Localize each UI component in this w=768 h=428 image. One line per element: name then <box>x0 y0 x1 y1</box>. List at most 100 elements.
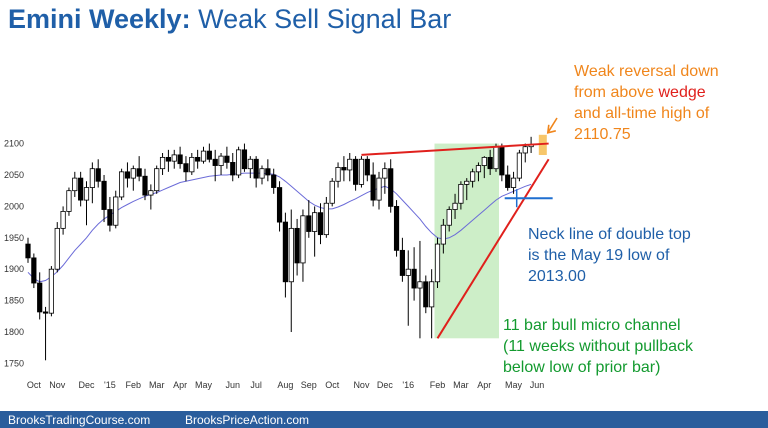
annotation-line: below low of prior bar) <box>503 359 661 376</box>
candle-body <box>347 158 353 171</box>
candle-body <box>393 205 400 251</box>
annotation-line: and all-time high of <box>574 105 710 122</box>
candle-body <box>142 175 148 196</box>
y-axis: 1750 1800 1850 1900 1950 2000 2050 2100 <box>4 139 24 369</box>
candle-body <box>48 268 55 314</box>
candle-body <box>189 156 195 173</box>
x-tick-label: Jul <box>250 380 262 390</box>
candle-body <box>510 177 517 188</box>
candle-body <box>505 174 511 188</box>
candle-body <box>352 158 359 185</box>
annotation-line: Weak reversal down <box>574 63 719 80</box>
candle-body <box>159 156 166 170</box>
y-tick-label: 1750 <box>4 358 24 368</box>
x-tick-label: Mar <box>453 380 469 390</box>
y-tick-label: 2050 <box>4 170 24 180</box>
candle-body <box>276 187 283 223</box>
title-prefix: Emini Weekly: <box>8 4 191 34</box>
candle-body <box>54 227 60 270</box>
candle-body <box>446 209 452 226</box>
y-tick-label: 1800 <box>4 327 24 337</box>
page-title: Emini Weekly: Weak Sell Signal Bar <box>8 4 451 35</box>
x-tick-label: Aug <box>277 380 293 390</box>
candle-body <box>388 168 394 207</box>
annotation-line: (11 weeks without pullback <box>503 338 694 355</box>
candle-body <box>235 149 242 176</box>
candle-body <box>265 168 271 176</box>
candle-body <box>522 146 528 154</box>
candle-body <box>119 171 125 198</box>
candle-body <box>113 196 119 226</box>
candle-body <box>440 224 446 245</box>
candle-body <box>195 156 201 162</box>
candle-body <box>376 177 382 201</box>
candle-body <box>83 187 90 201</box>
candle-body <box>423 281 429 308</box>
candle-body <box>288 227 294 283</box>
candle-body <box>493 146 499 170</box>
candle-body <box>329 180 335 204</box>
candle-body <box>335 167 341 182</box>
x-tick-label: Jun <box>530 380 545 390</box>
x-axis: Oct Nov Dec '15 Feb Mar Apr May Jun Jul Aug Sep Oct N… <box>27 380 544 390</box>
candle-body <box>487 156 493 170</box>
signal-arrow <box>547 117 558 134</box>
candle-body <box>452 202 458 210</box>
x-tick-label: Feb <box>430 380 446 390</box>
micro-channel-annotation: 11 bar bull micro channel (11 weeks with… <box>503 315 693 378</box>
x-tick-label: Feb <box>126 380 142 390</box>
signal-arrowhead <box>546 124 556 134</box>
candle-body <box>499 146 505 176</box>
candle-body <box>282 221 289 283</box>
x-tick-label: Apr <box>477 380 491 390</box>
x-tick-label: '16 <box>402 380 414 390</box>
candle-body <box>218 155 224 166</box>
candle-body <box>469 171 476 182</box>
neckline-annotation: Neck line of double top is the May 19 lo… <box>528 224 691 287</box>
candle-body <box>171 154 177 162</box>
y-tick-label: 1950 <box>4 233 24 243</box>
bull-channel-line <box>436 158 550 339</box>
x-tick-label: May <box>195 380 213 390</box>
candle-body <box>434 243 441 283</box>
candle-body <box>364 158 370 176</box>
candle-body <box>341 167 347 171</box>
candle-body <box>417 281 423 289</box>
candle-body <box>259 168 265 179</box>
footer-site-left: BrooksTradingCourse.com <box>8 413 151 427</box>
footer-bar: BrooksTradingCourse.com BrooksPriceActio… <box>0 411 768 428</box>
candle-body <box>475 165 482 173</box>
candle-body <box>230 162 236 176</box>
x-tick-label: Oct <box>325 380 340 390</box>
candle-body <box>165 156 171 162</box>
candle-body <box>399 249 406 276</box>
x-tick-label: Oct <box>27 380 42 390</box>
x-tick-label: Apr <box>173 380 187 390</box>
candle-body <box>312 212 318 232</box>
x-tick-label: Sep <box>301 380 317 390</box>
candle-body <box>411 268 417 289</box>
candle-body <box>294 227 300 264</box>
annotation-line: Neck line of double top <box>528 226 691 243</box>
candle-body <box>382 168 388 179</box>
trendline-layer <box>361 117 558 339</box>
annotation-line: 11 bar bull micro channel <box>503 317 681 334</box>
wedge-label: wedge <box>658 84 706 101</box>
annotation-line: 2110.75 <box>574 126 631 143</box>
candle-body <box>200 150 207 162</box>
x-tick-label: Jun <box>225 380 240 390</box>
x-tick-label: Nov <box>353 380 370 390</box>
candle-body <box>317 212 324 236</box>
candle-body <box>481 156 487 166</box>
candle-layer <box>25 136 534 361</box>
candle-body <box>306 215 312 232</box>
candle-body <box>60 211 66 229</box>
candle-body <box>78 177 84 201</box>
footer-site-right: BrooksPriceAction.com <box>185 413 310 427</box>
annotation-line: 2013.00 <box>528 268 586 285</box>
annotation-line: from above wedge <box>574 82 719 103</box>
title-rest: Weak Sell Signal Bar <box>198 4 452 34</box>
candle-body <box>148 190 154 196</box>
x-tick-label: Dec <box>78 380 95 390</box>
candle-body <box>253 158 259 179</box>
